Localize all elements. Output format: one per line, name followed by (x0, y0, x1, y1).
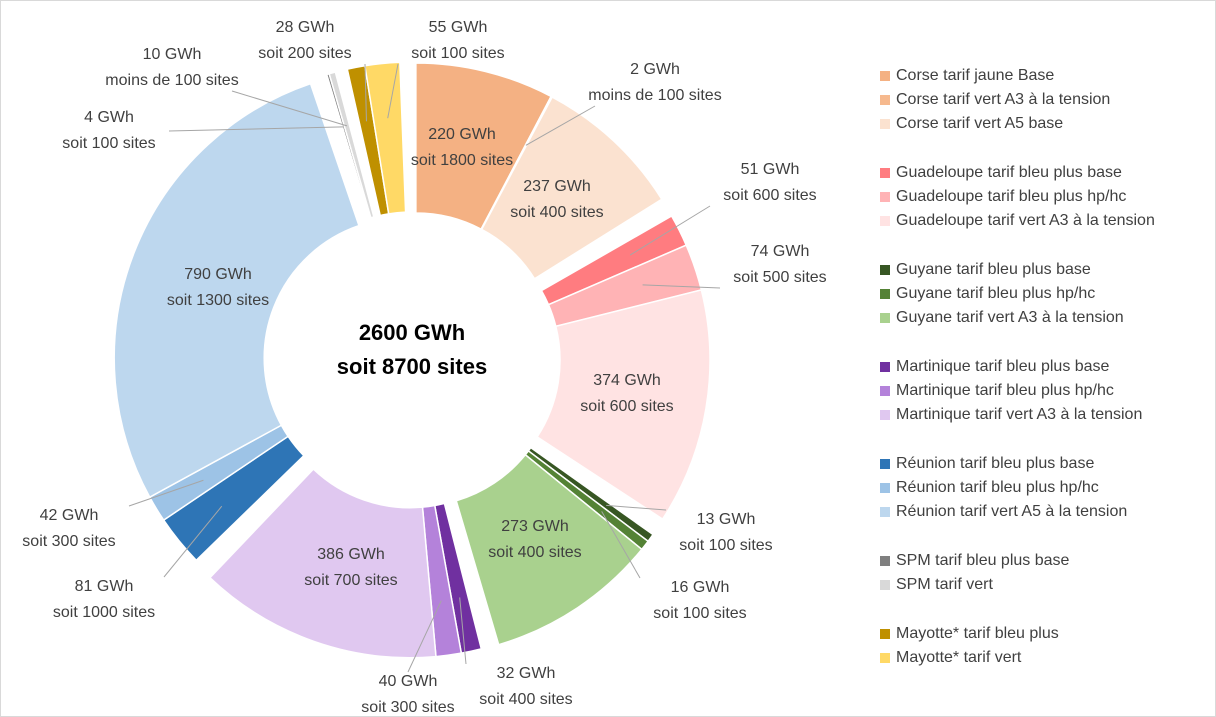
data-label: 790 GWh (184, 266, 252, 283)
legend-swatch (880, 71, 890, 81)
legend-swatch (880, 289, 890, 299)
legend-label: Réunion tarif bleu plus base (896, 455, 1094, 472)
legend-label: Martinique tarif bleu plus hp/hc (896, 382, 1114, 399)
legend-label: Corse tarif vert A3 à la tension (896, 91, 1110, 108)
data-label: soit 100 sites (653, 605, 746, 622)
data-label: 16 GWh (671, 579, 730, 596)
legend-label: Guyane tarif bleu plus base (896, 261, 1091, 278)
legend-label: Mayotte* tarif bleu plus (896, 625, 1059, 642)
data-label: 220 GWh (428, 126, 496, 143)
data-label: soit 500 sites (733, 269, 826, 286)
data-label: soit 1300 sites (167, 292, 269, 309)
legend-label: Martinique tarif vert A3 à la tension (896, 406, 1142, 423)
leader-line (168, 126, 344, 132)
legend-label: Réunion tarif vert A5 à la tension (896, 503, 1127, 520)
data-label: 10 GWh (143, 46, 202, 63)
legend-label: Guadeloupe tarif vert A3 à la tension (896, 212, 1155, 229)
donut-slice (480, 96, 663, 280)
legend-swatch (880, 580, 890, 590)
legend-swatch (880, 629, 890, 639)
leader-line (128, 479, 204, 507)
data-label: soit 100 sites (411, 45, 504, 62)
data-label: 40 GWh (379, 673, 438, 690)
leader-line (387, 63, 399, 119)
data-label: 28 GWh (276, 19, 335, 36)
data-label: soit 200 sites (258, 45, 351, 62)
data-label: 32 GWh (497, 665, 556, 682)
data-label: 374 GWh (593, 372, 661, 389)
data-label: 42 GWh (40, 507, 99, 524)
legend-label: Guadeloupe tarif bleu plus base (896, 164, 1122, 181)
data-label: 4 GWh (84, 109, 134, 126)
legend-swatch (880, 386, 890, 396)
legend-label: SPM tarif vert (896, 576, 993, 593)
legend-swatch (880, 556, 890, 566)
leader-line (407, 600, 442, 673)
legend-label: Réunion tarif bleu plus hp/hc (896, 479, 1099, 496)
legend-swatch (880, 653, 890, 663)
data-label: soit 300 sites (22, 533, 115, 550)
legend-swatch (880, 459, 890, 469)
legend-label: SPM tarif bleu plus base (896, 552, 1070, 569)
donut-slice (113, 82, 360, 499)
legend-swatch (880, 119, 890, 129)
data-label: soit 100 sites (679, 537, 772, 554)
data-label: 273 GWh (501, 518, 569, 535)
data-label: 2 GWh (630, 61, 680, 78)
leader-line (364, 63, 367, 122)
legend-swatch (880, 313, 890, 323)
leader-line (163, 505, 223, 578)
data-label: 386 GWh (317, 546, 385, 563)
leader-line (525, 105, 596, 146)
leader-line (601, 511, 641, 579)
data-label: soit 400 sites (479, 691, 572, 708)
legend-swatch (880, 507, 890, 517)
donut-slice (328, 71, 375, 219)
legend-label: Guadeloupe tarif bleu plus hp/hc (896, 188, 1126, 205)
data-label: soit 1000 sites (53, 604, 155, 621)
data-label: moins de 100 sites (105, 72, 238, 89)
legend-label: Guyane tarif vert A3 à la tension (896, 309, 1124, 326)
legend-label: Guyane tarif bleu plus hp/hc (896, 285, 1095, 302)
data-label: moins de 100 sites (588, 87, 721, 104)
donut-slice (455, 453, 643, 646)
legend-swatch (880, 95, 890, 105)
donut-slice (536, 289, 711, 521)
leader-line (606, 504, 667, 511)
leader-line (642, 284, 721, 289)
data-label: soit 400 sites (510, 204, 603, 221)
data-label: 13 GWh (697, 511, 756, 528)
center-label: 2600 GWh (359, 320, 465, 345)
data-label: 74 GWh (751, 243, 810, 260)
data-label: 55 GWh (429, 19, 488, 36)
legend-swatch (880, 192, 890, 202)
legend-swatch (880, 362, 890, 372)
center-label: soit 8700 sites (337, 354, 487, 379)
legend-label: Corse tarif vert A5 base (896, 115, 1063, 132)
data-label: soit 700 sites (304, 572, 397, 589)
leader-line (629, 205, 711, 256)
leader-line (231, 90, 348, 127)
legend-swatch (880, 265, 890, 275)
data-label: soit 100 sites (62, 135, 155, 152)
data-label: soit 600 sites (723, 187, 816, 204)
data-label: soit 300 sites (361, 699, 454, 716)
leader-line (459, 597, 467, 665)
legend-swatch (880, 216, 890, 226)
data-label: 237 GWh (523, 178, 591, 195)
data-label: 81 GWh (75, 578, 134, 595)
data-label: 51 GWh (741, 161, 800, 178)
data-label: soit 600 sites (580, 398, 673, 415)
data-label: soit 1800 sites (411, 152, 513, 169)
legend-label: Corse tarif jaune Base (896, 67, 1054, 84)
data-label: soit 400 sites (488, 544, 581, 561)
donut-slice (364, 61, 407, 215)
legend-label: Mayotte* tarif vert (896, 649, 1022, 666)
legend-label: Martinique tarif bleu plus base (896, 358, 1110, 375)
legend-swatch (880, 483, 890, 493)
donut-slice (208, 468, 437, 659)
legend-swatch (880, 168, 890, 178)
legend-swatch (880, 410, 890, 420)
